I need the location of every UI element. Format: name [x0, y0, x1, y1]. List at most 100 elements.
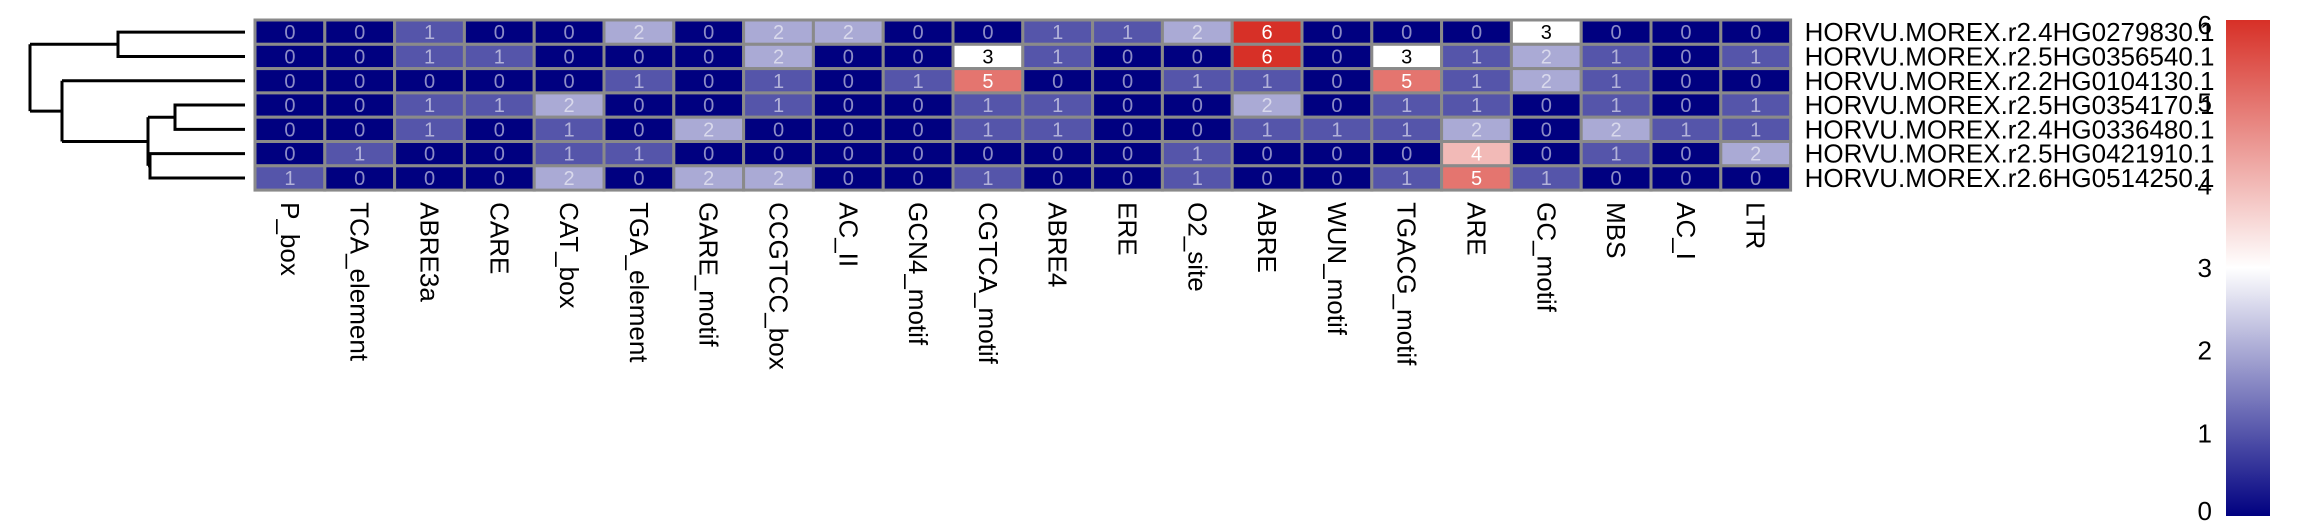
column-label: CAT_box: [554, 202, 584, 308]
cell-value-label: 0: [982, 22, 993, 44]
cell-value-label: 0: [284, 46, 295, 68]
cell-value-label: 1: [1541, 168, 1552, 190]
row-label: HORVU.MOREX.r2.6HG0514250.1: [1805, 163, 2215, 193]
legend-color-bar: [2226, 20, 2270, 516]
heatmap-cell: [602, 67, 676, 95]
column-label: GARE_motif: [694, 202, 724, 347]
column-label: ABRE4: [1043, 202, 1073, 287]
row-label: HORVU.MOREX.r2.5HG0354170.1: [1805, 90, 2215, 120]
cell-value-label: 0: [1052, 144, 1063, 166]
heatmap-cell: [253, 67, 327, 95]
cell-value-label: 6: [1262, 46, 1273, 68]
heatmap-cell: [462, 140, 536, 168]
cell-value-label: 1: [1471, 71, 1482, 93]
cell-value-label: 1: [773, 71, 784, 93]
cell-value-label: 0: [1750, 168, 1761, 190]
heatmap-cell: [1160, 42, 1234, 71]
cell-value-label: 1: [1750, 95, 1761, 117]
cell-value-label: 1: [1611, 144, 1622, 166]
cell-value-label: 0: [494, 22, 505, 44]
heatmap-cell: [742, 164, 815, 192]
heatmap-cell: [393, 67, 466, 95]
heatmap-cell: [672, 164, 746, 192]
row-labels: HORVU.MOREX.r2.4HG0279830.1HORVU.MOREX.r…: [1805, 17, 2215, 193]
cell-value-label: 0: [703, 144, 714, 166]
cell-value-label: 2: [564, 168, 575, 190]
cell-value-label: 0: [284, 95, 295, 117]
cell-value-label: 0: [913, 168, 924, 190]
cell-value-label: 0: [1192, 119, 1203, 141]
cell-value-label: 1: [424, 46, 435, 68]
heatmap-cell: [1579, 67, 1653, 95]
cell-value-label: 2: [1262, 95, 1273, 117]
row-label: HORVU.MOREX.r2.5HG0421910.1: [1805, 139, 2215, 169]
column-label: CARE: [484, 202, 514, 274]
column-labels: P_box TCA_element ABRE3a CARE CAT_box TGA_ele…: [275, 202, 1771, 370]
cell-value-label: 1: [424, 95, 435, 117]
cell-value-label: 0: [354, 95, 365, 117]
heatmap-cell: [1021, 140, 1095, 168]
cell-value-label: 2: [1471, 119, 1482, 141]
heatmap-cell: [462, 164, 536, 192]
column-label: TCA_element: [345, 202, 375, 362]
heatmap-cell: [811, 91, 885, 119]
cell-value-label: 1: [982, 168, 993, 190]
cell-value-label: 2: [564, 95, 575, 117]
heatmap-cell: [323, 67, 397, 95]
cell-value-label: 1: [1471, 46, 1482, 68]
cell-value-label: 1: [1611, 46, 1622, 68]
heatmap-cell: [1509, 164, 1583, 192]
cell-value-label: 1: [354, 144, 365, 166]
cell-value-label: 2: [773, 22, 784, 44]
cell-value-label: 0: [913, 144, 924, 166]
cell-value-label: 0: [1262, 168, 1273, 190]
cell-value-label: 0: [284, 119, 295, 141]
heatmap-cell: [532, 115, 606, 143]
cell-value-label: 1: [1122, 22, 1133, 44]
cell-value-label: 0: [913, 95, 924, 117]
cell-value-label: 1: [1052, 95, 1063, 117]
cell-value-label: 0: [1541, 95, 1552, 117]
cell-value-label: 0: [913, 119, 924, 141]
cell-value-label: 0: [424, 168, 435, 190]
cell-value-label: 1: [1611, 71, 1622, 93]
cell-value-label: 0: [913, 46, 924, 68]
heatmap-cell: [1440, 140, 1513, 168]
column-label: MBS: [1601, 202, 1631, 258]
cell-value-label: 2: [1192, 22, 1203, 44]
cell-value-label: 0: [633, 46, 644, 68]
cell-value-label: 2: [843, 22, 854, 44]
heatmap-cell: [811, 140, 885, 168]
cell-value-label: 1: [982, 119, 993, 141]
cell-value-label: 0: [284, 71, 295, 93]
legend-tick-label: 6: [2198, 10, 2212, 40]
cell-value-label: 1: [1471, 95, 1482, 117]
cell-value-label: 1: [913, 71, 924, 93]
column-label: ERE: [1113, 202, 1143, 255]
cell-value-label: 0: [1750, 71, 1761, 93]
heatmap-cell: [1440, 91, 1513, 119]
heatmap-cell: [1579, 140, 1653, 168]
cell-value-label: 0: [1750, 22, 1761, 44]
cell-value-label: 2: [773, 168, 784, 190]
column-label: CGTCA_motif: [973, 202, 1003, 365]
dendrogram-branch: [148, 152, 245, 180]
dendrogram-branch: [116, 30, 245, 58]
cell-value-label: 1: [633, 144, 644, 166]
heatmap-cell: [1440, 115, 1513, 143]
heatmap-cell: [1719, 67, 1793, 95]
cell-value-label: 1: [564, 144, 575, 166]
cell-value-label: 0: [354, 46, 365, 68]
cell-value-label: 5: [1401, 71, 1412, 93]
heatmap-cell: [1649, 164, 1723, 192]
cell-value-label: 2: [703, 168, 714, 190]
cell-value-label: 0: [703, 71, 714, 93]
cell-value-label: 0: [1401, 144, 1412, 166]
cell-value-label: 0: [424, 71, 435, 93]
cell-value-label: 0: [1680, 144, 1691, 166]
cell-value-label: 1: [1052, 22, 1063, 44]
column-label: ABRE: [1252, 202, 1282, 273]
heatmap-cell: [1160, 164, 1234, 192]
heatmap-cell: [1300, 164, 1374, 192]
